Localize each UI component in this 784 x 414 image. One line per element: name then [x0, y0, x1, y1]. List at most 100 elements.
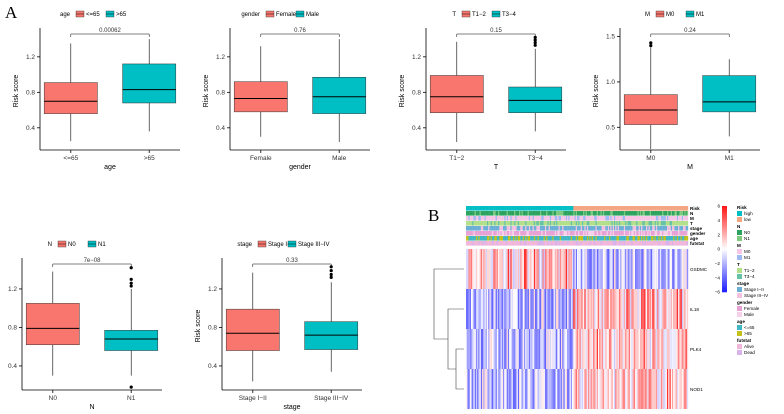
- annotation-cell: [570, 221, 573, 226]
- annotation-cell: [658, 216, 660, 221]
- annotation-cell: [504, 206, 506, 211]
- annotation-cell: [618, 241, 621, 246]
- heatmap-cell: [585, 329, 588, 369]
- annotation-cell: [477, 211, 479, 216]
- heatmap-cell: [607, 249, 610, 289]
- annotation-cell: [483, 221, 485, 226]
- annotation-cell: [683, 206, 685, 211]
- annotation-cell: [549, 241, 552, 246]
- annotation-cell: [685, 226, 687, 231]
- annotation-cell: [525, 221, 527, 226]
- heatmap-cell: [648, 369, 650, 409]
- annotation-cell: [684, 211, 686, 216]
- heatmap-cell: [525, 289, 527, 329]
- heatmap-cell: [478, 249, 480, 289]
- heatmap-cell: [547, 369, 549, 409]
- annotation-cell: [468, 231, 470, 236]
- annotation-cell: [652, 216, 654, 221]
- color-scale-step: [722, 287, 727, 291]
- heatmap-cell: [517, 289, 520, 329]
- heatmap-cell: [552, 249, 554, 289]
- heatmap-cell: [588, 329, 590, 369]
- annotation-cell: [472, 236, 474, 241]
- heatmap-cell: [596, 249, 599, 289]
- legend-swatch: [737, 217, 742, 222]
- heatmap-cell: [575, 369, 578, 409]
- annotation-cell: [514, 241, 516, 246]
- annotation-cell: [632, 221, 634, 226]
- outlier-point: [649, 41, 653, 45]
- annotation-cell: [653, 211, 655, 216]
- heatmap-cell: [616, 369, 618, 409]
- heatmap-cell: [590, 329, 592, 369]
- annotation-cell: [528, 236, 531, 241]
- heatmap-cell: [586, 369, 589, 409]
- heatmap-cell: [583, 289, 585, 329]
- annotation-cell: [548, 231, 551, 236]
- heatmap-cell: [564, 289, 567, 329]
- heatmap-cell: [612, 249, 615, 289]
- annotation-cell: [617, 211, 620, 216]
- annotation-cell: [488, 216, 490, 221]
- annotation-cell: [644, 221, 647, 226]
- heatmap-cell: [540, 329, 542, 369]
- annotation-cell: [540, 221, 542, 226]
- annotation-cell: [479, 211, 481, 216]
- annotation-cell: [554, 231, 557, 236]
- box-iqr: [104, 330, 159, 351]
- annotation-cell: [644, 231, 647, 236]
- annotation-cell: [647, 206, 649, 211]
- annotation-cell: [554, 206, 557, 211]
- heatmap-cell: [593, 329, 595, 369]
- heatmap-cell: [639, 249, 642, 289]
- annotation-cell: [490, 226, 493, 231]
- legend-label: N0: [68, 242, 76, 248]
- annotation-cell: [489, 206, 491, 211]
- annotation-cell: [637, 211, 639, 216]
- annotation-cell: [614, 216, 616, 221]
- heatmap-cell: [580, 369, 583, 409]
- annotation-cell: [491, 221, 494, 226]
- annotation-cell: [493, 231, 495, 236]
- annotation-cell: [573, 211, 575, 216]
- annotation-cell: [609, 216, 611, 221]
- annotation-cell: [606, 226, 609, 231]
- annotation-cell: [617, 226, 620, 231]
- legend-swatch: [737, 236, 742, 241]
- heatmap-cell: [634, 329, 637, 369]
- heatmap-cell: [530, 289, 532, 329]
- color-scale-step: [722, 272, 727, 276]
- heatmap-cell: [631, 249, 633, 289]
- annotation-cell: [560, 211, 563, 216]
- annotation-cell: [575, 231, 578, 236]
- heatmap-cell: [468, 369, 470, 409]
- heatmap-cell: [472, 369, 474, 409]
- annotation-cell: [627, 241, 629, 246]
- heatmap-cell: [548, 249, 551, 289]
- annotation-cell: [599, 231, 601, 236]
- annotation-cell: [615, 216, 617, 221]
- heatmap-cell: [648, 249, 650, 289]
- annotation-cell: [647, 231, 649, 236]
- y-tick-label: 0.8: [412, 90, 421, 97]
- annotation-cell: [568, 211, 570, 216]
- legend-swatch: [737, 255, 742, 260]
- annotation-cell: [664, 211, 666, 216]
- annotation-cell: [600, 231, 602, 236]
- annotation-cell: [466, 241, 468, 246]
- heatmap-cell: [579, 289, 581, 329]
- annotation-cell: [594, 241, 596, 246]
- annotation-cell: [506, 241, 509, 246]
- heatmap-cell: [676, 289, 679, 329]
- annotation-cell: [628, 236, 631, 241]
- heatmap-cell: [678, 329, 680, 369]
- heatmap-cell: [473, 289, 475, 329]
- legend-item-label: >65: [744, 331, 752, 336]
- annotation-cell: [628, 206, 631, 211]
- legend-group-title: futstat: [737, 338, 752, 343]
- annotation-cell: [642, 226, 644, 231]
- annotation-cell: [527, 236, 530, 241]
- heatmap-cell: [660, 329, 663, 369]
- annotation-cell: [490, 221, 493, 226]
